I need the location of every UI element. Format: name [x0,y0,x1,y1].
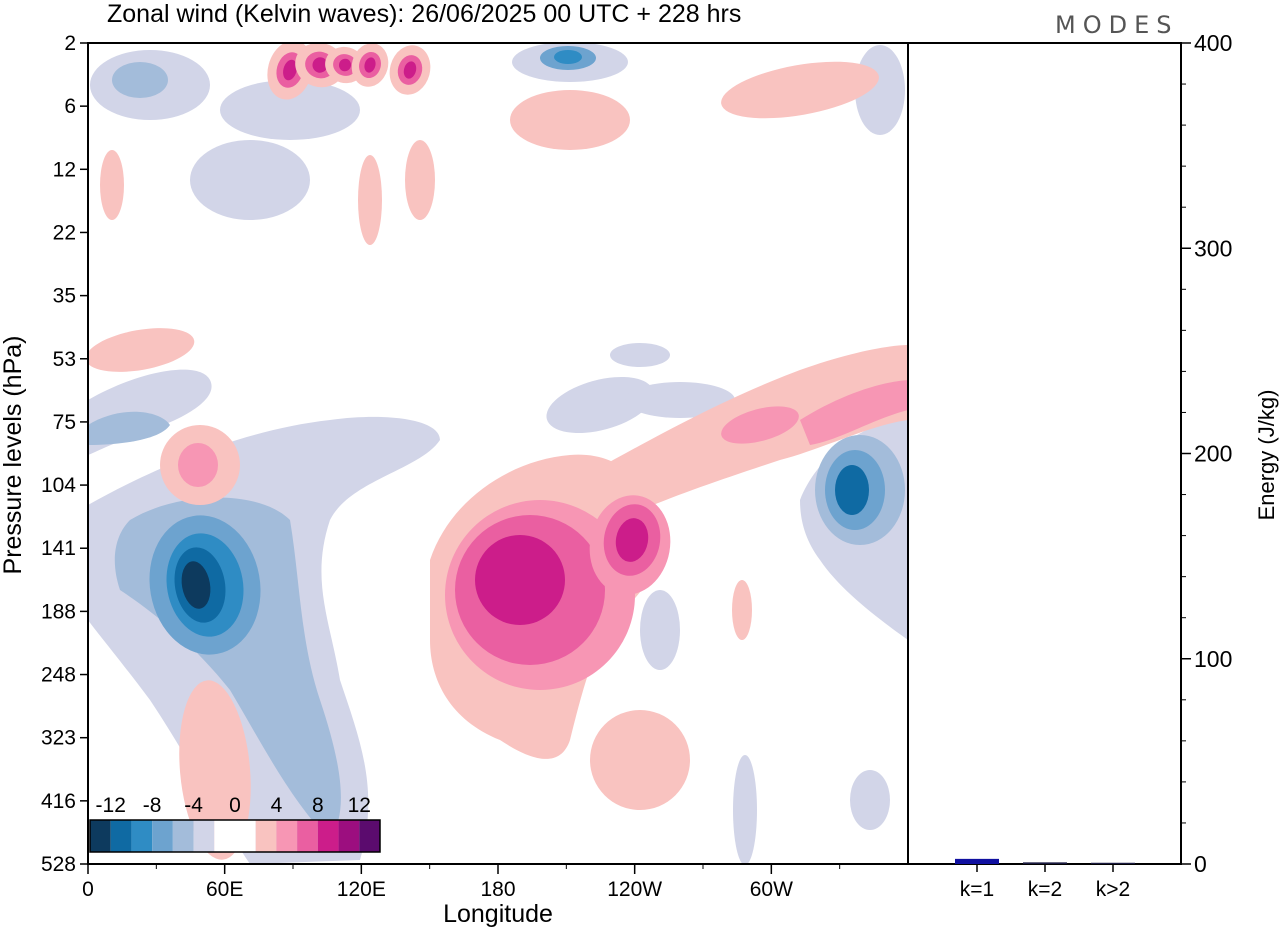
pos-lower-3 [732,580,752,640]
y-tick-label: 12 [53,158,76,181]
x-tick-label: 120W [607,878,662,901]
energy-axis-label: Energy (J/kg) [1254,390,1279,521]
pos-streak-2-c [338,58,352,72]
energy-tick-label: 0 [1194,851,1207,877]
y-tick-label: 323 [41,727,76,750]
pos-streak-0-c [283,59,297,81]
pressure-axis: 2 6 12 22 35 53 75 104 141 188 248 323 416 528 [41,32,88,876]
x-tick-label: 60E [206,878,243,901]
colorbar-label: 12 [348,794,371,817]
energy-bar-k=2 [1023,862,1067,864]
neg-mid-1 [546,376,654,434]
neg-lower-3 [733,755,757,864]
colorbar-swatch [359,820,380,852]
pos-lower-1 [179,680,251,860]
pos-west-upper [88,328,195,372]
pos-upper-4 [358,155,382,245]
energy-category-label: k=1 [960,878,994,901]
pos-core-main-3 [475,535,565,625]
pos-streak-1-c [312,57,328,73]
y-tick-label: 141 [41,537,76,560]
colorbar-swatch [276,820,298,852]
pos-streak-4-c [403,61,417,79]
pos-band-east-core [800,380,908,445]
y-tick-label: 53 [53,348,76,371]
colorbar-label: -8 [143,794,162,817]
pos-band-east-2 [721,406,799,444]
colorbar-swatch [338,820,360,852]
energy-category-label: k=2 [1028,878,1062,901]
energy-tick-label: 400 [1194,30,1232,56]
colorbar-label: 4 [271,794,283,817]
neg-upper-6 [220,80,360,140]
energy-tick-label: 100 [1194,646,1232,672]
pos-streak-3-c [364,57,376,73]
colorbar-swatch [317,820,339,852]
neg-core-west-4 [181,561,211,609]
colorbar-label: 8 [312,794,324,817]
colorbar-swatch [110,820,132,852]
energy-bars: k=1 k=2 k>2 [955,858,1135,901]
y-tick-label: 104 [41,474,76,497]
y-tick-label: 22 [53,221,76,244]
y-tick-label: 2 [64,32,76,55]
energy-tick-label: 200 [1194,441,1232,467]
y-tick-label: 528 [41,853,76,876]
x-tick-label: 180 [480,878,515,901]
colorbar-frame [89,819,381,853]
colorbar-swatch [90,820,111,852]
modes-logo: MODES [1055,11,1178,39]
colorbar-label: -12 [96,794,126,817]
y-tick-label: 416 [41,790,76,813]
energy-bar-k=1 [955,858,999,864]
colorbar-label: -4 [184,794,203,817]
y-tick-label: 248 [41,664,76,687]
neg-core-east-3 [835,465,869,515]
chart-title: Zonal wind (Kelvin waves): 26/06/2025 00… [107,0,741,28]
neg-lower-2 [850,770,890,830]
y-tick-label: 35 [53,285,76,308]
neg-upper-7 [190,140,310,220]
x-tick-label: 0 [82,878,94,901]
pos-west-2 [178,443,218,487]
pos-upper-1 [510,90,630,150]
neg-upper-3 [554,50,582,64]
colorbar-swatch [193,820,215,852]
energy-tick-label: 300 [1194,235,1232,261]
wind-contour-field [88,43,908,864]
y-axis-label: Pressure levels (hPa) [0,336,27,575]
neg-band-west-mid [88,411,170,445]
colorbar-swatch [214,820,235,852]
colorbar-swatch [152,820,173,852]
x-tick-label: 60W [750,878,793,901]
energy-axis: 0 100 200 300 400 [1181,30,1232,877]
colorbar-swatch [297,820,318,852]
colorbar-label: 0 [229,794,241,817]
colorbar-swatch [172,820,194,852]
neg-mid-2 [625,382,735,418]
neg-lower-1 [640,590,680,670]
longitude-axis: 0 60E 120E 180 120W 60W [82,864,841,901]
neg-upper-5 [112,62,168,98]
energy-category-label: k>2 [1096,878,1130,901]
energy-bar-k>2 [1091,862,1135,864]
y-tick-label: 188 [41,600,76,623]
colorbar: -12 -8 -4 0 4 8 12 [89,794,381,853]
pos-upper-3 [405,140,435,220]
pos-upper-5 [100,150,124,220]
colorbar-swatch [131,820,153,852]
y-tick-label: 75 [53,411,76,434]
x-axis-label: Longitude [443,900,553,928]
pos-upper-2 [721,61,879,119]
y-tick-label: 6 [64,95,76,118]
neg-mid-3 [610,343,670,367]
pos-core-sec-3 [615,518,649,562]
colorbar-swatch [255,820,277,852]
colorbar-swatch [235,820,256,852]
energy-panel-frame [907,42,1182,865]
pos-lower-2 [590,710,690,810]
x-tick-label: 120E [337,878,386,901]
